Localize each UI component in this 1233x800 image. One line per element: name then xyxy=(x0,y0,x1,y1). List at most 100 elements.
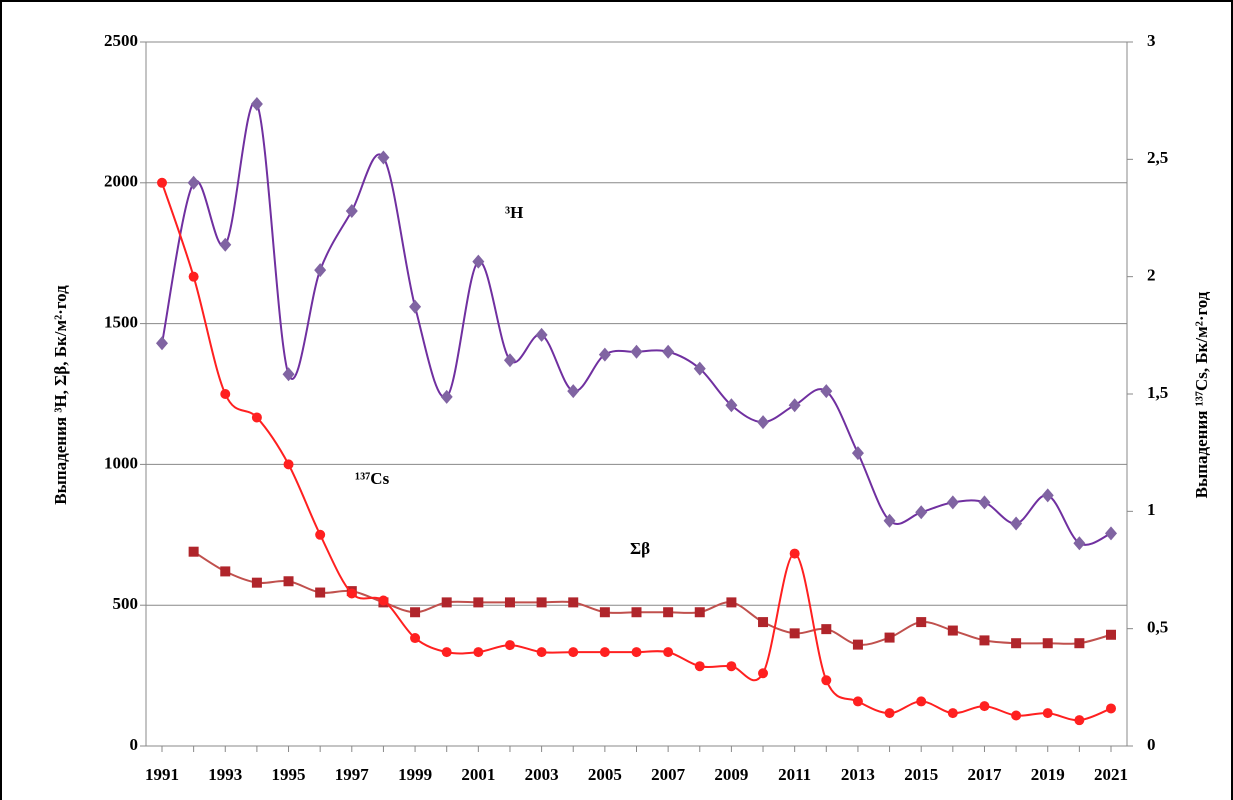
marker xyxy=(1011,710,1022,721)
x-tick-label: 2003 xyxy=(525,765,559,784)
marker xyxy=(504,597,515,608)
marker xyxy=(789,628,800,639)
x-tick-label: 2019 xyxy=(1031,765,1065,784)
marker xyxy=(693,361,706,376)
marker xyxy=(472,254,485,269)
y-tick-label: 0 xyxy=(130,735,139,754)
marker xyxy=(410,607,421,618)
marker xyxy=(250,96,263,111)
marker xyxy=(884,708,895,719)
marker xyxy=(315,529,326,540)
x-tick-label: 1991 xyxy=(145,765,179,784)
marker xyxy=(852,696,863,707)
marker xyxy=(283,459,294,470)
marker xyxy=(694,607,705,618)
x-tick-label: 1993 xyxy=(208,765,242,784)
marker xyxy=(1106,703,1116,714)
x-tick-label: 1995 xyxy=(272,765,306,784)
marker xyxy=(220,566,231,577)
x-tick-label: 2009 xyxy=(714,765,748,784)
marker xyxy=(725,398,738,413)
x-tick-label: 2007 xyxy=(651,765,686,784)
marker xyxy=(536,647,547,658)
marker xyxy=(916,696,927,707)
marker xyxy=(283,576,294,587)
y-tick-label: 500 xyxy=(113,594,139,613)
x-tick-label: 2015 xyxy=(904,765,938,784)
marker xyxy=(503,353,516,368)
marker xyxy=(947,625,958,636)
marker xyxy=(979,701,990,712)
marker xyxy=(947,708,958,719)
x-tick-label: 2013 xyxy=(841,765,875,784)
y-tick-label: 1500 xyxy=(104,313,138,332)
marker xyxy=(188,271,199,282)
marker xyxy=(156,336,168,351)
marker xyxy=(758,617,769,628)
marker xyxy=(410,633,421,644)
marker xyxy=(282,367,295,382)
marker xyxy=(821,624,832,635)
marker xyxy=(1105,526,1117,541)
marker xyxy=(473,597,484,608)
marker xyxy=(978,495,991,510)
marker xyxy=(1011,638,1022,649)
marker xyxy=(788,398,801,413)
marker xyxy=(567,384,580,399)
marker xyxy=(187,175,200,190)
marker xyxy=(630,344,643,359)
marker xyxy=(219,237,232,252)
marker xyxy=(1073,536,1086,551)
marker xyxy=(314,263,327,278)
marker xyxy=(536,597,547,608)
marker xyxy=(663,607,674,618)
x-tick-label: 2017 xyxy=(967,765,1002,784)
x-tick-label: 2005 xyxy=(588,765,622,784)
marker xyxy=(251,412,262,423)
marker xyxy=(251,577,262,588)
marker xyxy=(345,203,358,218)
marker xyxy=(535,327,548,342)
marker xyxy=(1042,708,1053,719)
marker xyxy=(1041,488,1054,503)
x-tick-label: 2001 xyxy=(461,765,495,784)
marker xyxy=(946,495,959,510)
marker xyxy=(504,640,515,651)
y2-tick-label: 2 xyxy=(1147,266,1156,285)
y2-tick-label: 0 xyxy=(1147,735,1156,754)
marker xyxy=(598,347,611,362)
marker xyxy=(157,177,167,188)
marker xyxy=(568,597,579,608)
marker xyxy=(568,647,579,658)
x-tick-label: 1999 xyxy=(398,765,432,784)
series-label: ¹³⁷Cs xyxy=(355,469,390,488)
marker xyxy=(820,384,833,399)
marker xyxy=(188,546,199,557)
series-line xyxy=(193,550,1112,646)
marker xyxy=(631,647,642,658)
y2-tick-label: 1 xyxy=(1147,500,1156,519)
y-tick-label: 2000 xyxy=(104,172,138,191)
marker xyxy=(726,661,737,672)
marker xyxy=(599,607,610,618)
x-tick-label: 1997 xyxy=(335,765,370,784)
marker xyxy=(1074,715,1085,726)
marker xyxy=(1106,629,1116,640)
marker xyxy=(378,595,389,606)
series-label: Σβ xyxy=(630,539,650,558)
y2-tick-label: 0,5 xyxy=(1147,618,1168,637)
marker xyxy=(789,548,800,559)
y2-axis-label: Выпадения ¹³⁷Cs, Бк/м²·год xyxy=(1192,291,1211,498)
marker xyxy=(758,668,769,679)
y-tick-label: 2500 xyxy=(104,31,138,50)
marker xyxy=(599,647,610,658)
y2-tick-label: 3 xyxy=(1147,31,1156,50)
marker xyxy=(1074,638,1085,649)
marker xyxy=(694,661,705,672)
marker xyxy=(315,587,326,598)
marker xyxy=(346,588,357,599)
marker xyxy=(884,632,895,643)
series-label: ³H xyxy=(505,203,523,222)
